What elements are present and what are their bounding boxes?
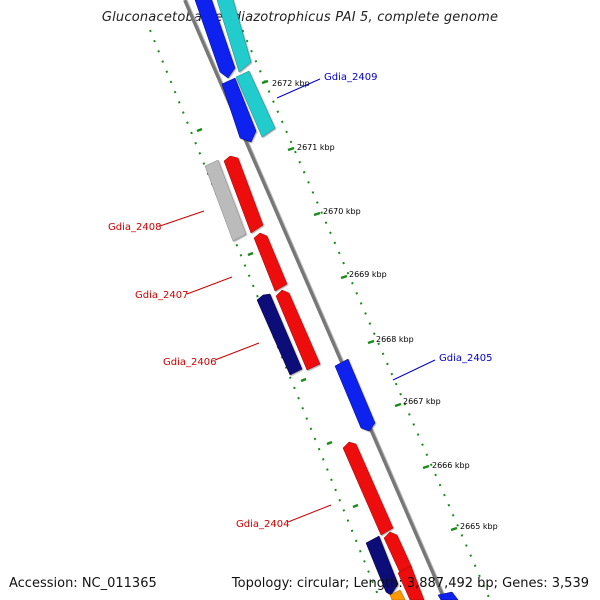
cds-feature-gdia-2409[interactable] <box>235 70 276 138</box>
accession-text: Accession: NC_011365 <box>9 576 157 591</box>
cds-feature-gdia-2404[interactable] <box>365 535 399 596</box>
scale-tick-label: 2670 kbp <box>323 207 361 216</box>
leader-line-gdia-2404 <box>287 504 332 523</box>
scale-tick-label: 2667 kbp <box>403 397 441 406</box>
cds-feature-red-d[interactable] <box>383 531 413 576</box>
leader-line-gdia-2405 <box>392 359 436 381</box>
gene-label-gdia-2408[interactable]: Gdia_2408 <box>108 222 161 233</box>
scale-tick-label: 2665 kbp <box>460 522 498 531</box>
cds-feature-gdia-2406[interactable] <box>256 293 303 376</box>
cds-feature-blue-bottom[interactable] <box>437 591 459 600</box>
scale-tick-label: 2669 kbp <box>349 270 387 279</box>
cds-feature-red-c[interactable] <box>342 441 394 536</box>
gene-label-gdia-2404[interactable]: Gdia_2404 <box>236 519 289 530</box>
leader-line-gdia-2407 <box>186 276 233 295</box>
gene-label-gdia-2405[interactable]: Gdia_2405 <box>439 353 492 364</box>
cds-feature-red-a[interactable] <box>223 155 264 234</box>
gene-label-gdia-2406[interactable]: Gdia_2406 <box>163 357 216 368</box>
scale-tick-label: 2671 kbp <box>297 143 335 152</box>
scale-tick-label: 2668 kbp <box>376 335 414 344</box>
cds-feature-gdia-2408[interactable] <box>204 159 247 242</box>
scale-tick-label: 2666 kbp <box>432 461 470 470</box>
genome-stats-text: Topology: circular; Length: 3,887,492 bp… <box>231 576 589 591</box>
outer-ruler-ticks <box>261 79 458 532</box>
scale-tick-label: 2672 kbp <box>272 79 310 88</box>
gene-label-gdia-2407[interactable]: Gdia_2407 <box>135 290 188 301</box>
leader-line-gdia-2406 <box>214 342 260 361</box>
leader-line-gdia-2408 <box>159 210 205 227</box>
cds-feature-orange[interactable] <box>389 589 406 600</box>
cds-feature-cyan-upper[interactable] <box>216 0 252 73</box>
cds-feature-blue-2409b[interactable] <box>221 77 257 143</box>
cds-feature-gdia-2407[interactable] <box>253 232 288 292</box>
gene-label-gdia-2409[interactable]: Gdia_2409 <box>324 72 377 83</box>
leader-line-gdia-2409 <box>276 78 321 99</box>
cds-feature-red-e[interactable] <box>397 565 425 600</box>
cds-feature-gdia-2410[interactable] <box>194 0 236 79</box>
cds-feature-gdia-2405[interactable] <box>334 358 376 432</box>
cds-feature-red-b[interactable] <box>275 289 321 371</box>
